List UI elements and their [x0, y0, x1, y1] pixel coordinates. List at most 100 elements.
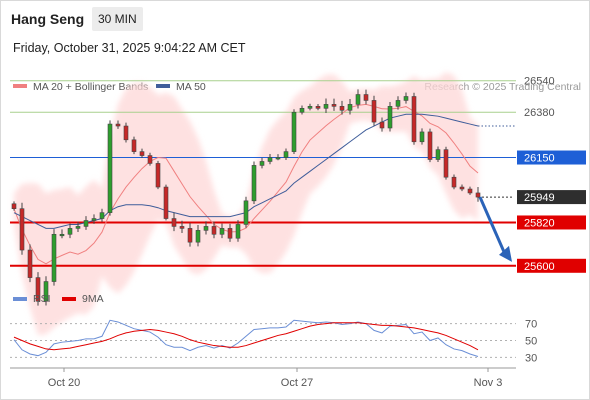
candle: [355, 89, 361, 109]
timeframe-badge[interactable]: 30 MIN: [92, 7, 143, 31]
candle-body: [107, 123, 113, 213]
candle: [395, 96, 401, 110]
ma50-legend-swatch: [156, 84, 170, 88]
candle: [43, 276, 49, 306]
candle: [443, 146, 449, 180]
candle: [275, 154, 281, 161]
candle-body: [139, 151, 145, 156]
candle-body: [51, 233, 57, 282]
rsi-legend-label: RSI: [33, 293, 51, 305]
candle-body: [91, 218, 97, 221]
candle: [411, 92, 417, 145]
candle: [331, 98, 337, 111]
candle-body: [211, 226, 217, 235]
candle-body: [99, 212, 105, 219]
candle: [163, 184, 169, 221]
candle-body: [123, 125, 129, 141]
candle-body: [187, 228, 193, 243]
candle: [179, 220, 185, 233]
candle: [315, 103, 321, 111]
candle: [227, 223, 233, 242]
candle: [363, 89, 369, 105]
candle: [403, 92, 409, 104]
credit-label: Research © 2025 Trading Central: [424, 81, 581, 93]
candle-body: [307, 106, 313, 109]
candle-body: [387, 106, 393, 129]
candle-body: [75, 226, 81, 229]
candle-body: [267, 157, 273, 162]
rsi-tick-50: 50: [525, 336, 537, 348]
candle: [75, 221, 81, 233]
candle: [259, 157, 265, 169]
candle: [91, 214, 97, 224]
candle-body: [363, 94, 369, 101]
rsi-ma9-line: [13, 322, 479, 351]
candle: [267, 153, 273, 165]
ma9-legend-label: 9MA: [82, 293, 104, 305]
candle: [291, 109, 297, 154]
candle: [235, 220, 241, 242]
candle: [195, 225, 201, 247]
candle: [51, 229, 57, 286]
ma20-legend-label: MA 20 + Bollinger Bands: [33, 81, 148, 93]
candle-body: [227, 228, 233, 239]
candle-body: [475, 192, 481, 198]
candle-body: [43, 281, 49, 302]
candle: [147, 152, 153, 166]
level-labels: 26540 26380 26150 25949 25820 25600: [517, 76, 586, 273]
candle: [219, 223, 225, 239]
candle-body: [203, 226, 209, 231]
candle-body: [451, 176, 457, 188]
candle-body: [195, 230, 201, 243]
candle: [123, 122, 129, 143]
candle: [27, 244, 33, 283]
candle-body: [419, 131, 425, 143]
x-tick-label: Nov 3: [474, 377, 503, 389]
candle-body: [115, 123, 121, 127]
candle: [11, 201, 17, 211]
candle: [379, 117, 385, 132]
candle: [435, 146, 441, 163]
candle-body: [155, 163, 161, 188]
candle-body: [371, 100, 377, 123]
level-label-25820: 25820: [524, 217, 555, 229]
candle-body: [291, 111, 297, 152]
candle: [459, 184, 465, 192]
candle-body: [323, 104, 329, 109]
x-axis: Oct 20 Oct 27 Nov 3: [48, 368, 503, 389]
candle-body: [395, 100, 401, 107]
candle-body: [131, 139, 137, 152]
candle: [187, 222, 193, 247]
candle-body: [163, 186, 169, 219]
candle-body: [459, 186, 465, 190]
candle: [155, 160, 161, 190]
rsi-legend-swatch: [13, 297, 27, 301]
ma20-legend-swatch: [13, 84, 27, 88]
candle: [427, 128, 433, 163]
candlesticks: [11, 89, 481, 306]
candle-body: [235, 224, 241, 239]
candle-body: [219, 228, 225, 235]
candle-body: [83, 220, 89, 227]
candle-body: [315, 106, 321, 109]
candle-body: [355, 94, 361, 105]
candle: [203, 221, 209, 235]
x-tick-label: Oct 20: [48, 377, 80, 389]
candle-body: [147, 155, 153, 164]
candle-body: [179, 226, 185, 229]
candle-body: [67, 228, 73, 235]
candle-body: [259, 161, 265, 166]
candle: [139, 148, 145, 158]
candle-body: [11, 203, 17, 210]
level-tag-25820: [517, 215, 586, 230]
candle: [323, 98, 329, 114]
forecast-arrow-head: [499, 245, 512, 262]
candle: [243, 196, 249, 228]
candle: [475, 187, 481, 202]
candle-body: [275, 157, 281, 160]
candle-body: [435, 149, 441, 160]
level-tag-25600: [517, 258, 586, 273]
ma20-line: [13, 103, 479, 265]
candle-body: [331, 104, 337, 107]
